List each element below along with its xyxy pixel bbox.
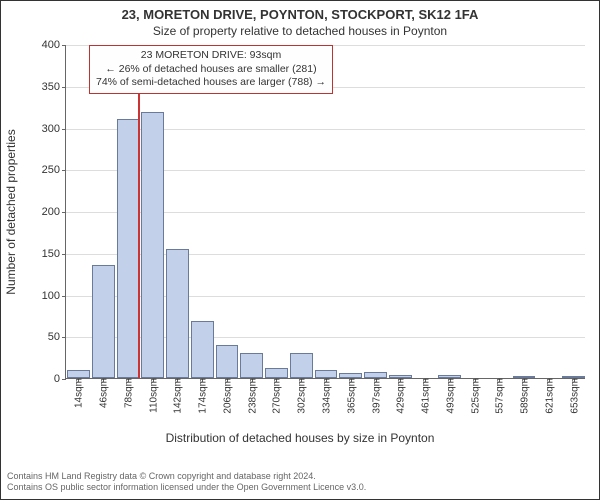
x-tick-label: 493sqm [443, 378, 456, 414]
footer-line2: Contains OS public sector information li… [7, 482, 366, 493]
chart-title-line1: 23, MORETON DRIVE, POYNTON, STOCKPORT, S… [1, 7, 599, 22]
histogram-bar [216, 345, 239, 378]
chart-container: 23, MORETON DRIVE, POYNTON, STOCKPORT, S… [0, 0, 600, 500]
y-tick-label: 150 [42, 248, 66, 260]
x-tick-label: 270sqm [270, 378, 283, 414]
info-box-line1: 23 MORETON DRIVE: 93sqm [96, 49, 326, 63]
marker-line [138, 45, 140, 378]
histogram-bar [265, 368, 288, 378]
y-tick-label: 250 [42, 164, 66, 176]
x-tick-label: 110sqm [146, 378, 159, 413]
histogram-bar [290, 353, 313, 378]
x-tick-label: 302sqm [295, 378, 308, 414]
histogram-bar [117, 119, 140, 378]
x-tick-label: 461sqm [419, 378, 432, 414]
y-axis-label: Number of detached properties [4, 129, 18, 294]
histogram-bar [191, 321, 214, 378]
y-tick-label: 350 [42, 81, 66, 93]
histogram-bar [315, 370, 338, 378]
x-tick-label: 525sqm [468, 378, 481, 414]
x-tick-label: 429sqm [394, 378, 407, 414]
y-tick-label: 400 [42, 39, 66, 51]
info-box-line3: 74% of semi-detached houses are larger (… [96, 76, 326, 90]
footer: Contains HM Land Registry data © Crown c… [7, 471, 366, 494]
histogram-bar [92, 265, 115, 378]
footer-line1: Contains HM Land Registry data © Crown c… [7, 471, 366, 482]
x-tick-label: 78sqm [121, 378, 134, 408]
x-tick-label: 174sqm [196, 378, 209, 414]
y-tick-label: 100 [42, 290, 66, 302]
y-tick-label: 50 [48, 331, 66, 343]
y-tick-label: 200 [42, 206, 66, 218]
x-tick-label: 206sqm [220, 378, 233, 414]
histogram-bar [166, 249, 189, 378]
plot-area: 05010015020025030035040014sqm46sqm78sqm1… [65, 45, 585, 379]
x-tick-label: 589sqm [518, 378, 531, 414]
x-tick-label: 365sqm [344, 378, 357, 414]
x-axis-label: Distribution of detached houses by size … [1, 431, 599, 445]
x-tick-label: 334sqm [320, 378, 333, 414]
info-box: 23 MORETON DRIVE: 93sqm ← 26% of detache… [89, 45, 333, 94]
histogram-bar [240, 353, 263, 378]
histogram-bar [141, 112, 164, 378]
x-tick-label: 557sqm [493, 378, 506, 414]
x-tick-label: 14sqm [72, 378, 85, 408]
y-tick-label: 0 [54, 373, 66, 385]
x-tick-label: 46sqm [97, 378, 110, 408]
x-tick-label: 621sqm [542, 378, 555, 414]
x-tick-label: 142sqm [171, 378, 184, 414]
y-tick-label: 300 [42, 123, 66, 135]
x-tick-label: 238sqm [245, 378, 258, 414]
x-tick-label: 653sqm [567, 378, 580, 414]
chart-title-line2: Size of property relative to detached ho… [1, 24, 599, 38]
x-tick-label: 397sqm [369, 378, 382, 414]
histogram-bar [67, 370, 90, 378]
info-box-line2: ← 26% of detached houses are smaller (28… [96, 63, 326, 77]
